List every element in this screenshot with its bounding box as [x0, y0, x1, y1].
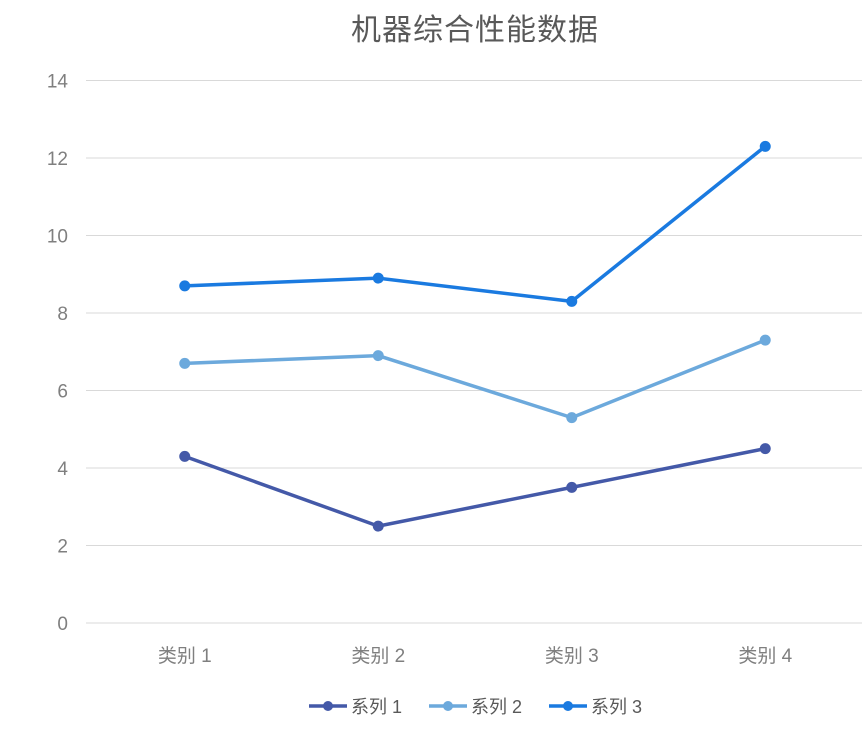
series-line: [183, 446, 767, 528]
y-axis-tick-label: 8: [57, 304, 68, 325]
data-point-marker: [179, 450, 191, 462]
x-axis-category-label: 类别 1: [158, 645, 212, 667]
data-point-marker: [179, 357, 191, 369]
x-axis-category-label: 类别 4: [738, 645, 792, 667]
y-axis-tick-label: 14: [47, 72, 69, 93]
data-point-marker: [179, 280, 191, 292]
chart-title: 机器综合性能数据: [351, 14, 599, 47]
data-point-marker: [759, 443, 771, 455]
legend: 系列 1 系列 2 系列 3: [88, 690, 862, 722]
data-point-marker: [372, 272, 384, 284]
series-line: [183, 338, 767, 420]
data-point-marker: [566, 481, 578, 493]
data-point-marker: [566, 412, 578, 424]
legend-item[interactable]: 系列 1: [308, 693, 402, 719]
legend-item[interactable]: 系列 3: [548, 693, 642, 719]
series-line: [183, 144, 767, 304]
legend-line-marker-icon: [428, 701, 467, 711]
data-point-marker: [759, 140, 771, 152]
y-axis-tick-label: 0: [57, 614, 68, 635]
x-axis-category-label: 类别 3: [545, 645, 599, 667]
y-axis-tick-label: 6: [57, 382, 68, 403]
legend-line-marker-icon: [308, 701, 347, 711]
legend-label: 系列 3: [591, 697, 643, 717]
y-axis-tick-label: 10: [47, 227, 68, 248]
y-axis-tick-label: 4: [57, 459, 68, 480]
data-point-marker: [372, 350, 384, 362]
data-point-marker: [566, 295, 578, 307]
data-point-marker: [372, 520, 384, 532]
y-axis-tick-label: 2: [57, 537, 68, 558]
legend-line-marker-icon: [549, 701, 587, 711]
y-axis-tick-label: 12: [47, 149, 68, 170]
data-point-marker: [759, 334, 771, 346]
legend-label: 系列 1: [350, 697, 402, 717]
legend-item[interactable]: 系列 2: [428, 693, 522, 719]
x-axis-category-label: 类别 2: [351, 645, 405, 667]
legend-label: 系列 2: [470, 697, 522, 717]
